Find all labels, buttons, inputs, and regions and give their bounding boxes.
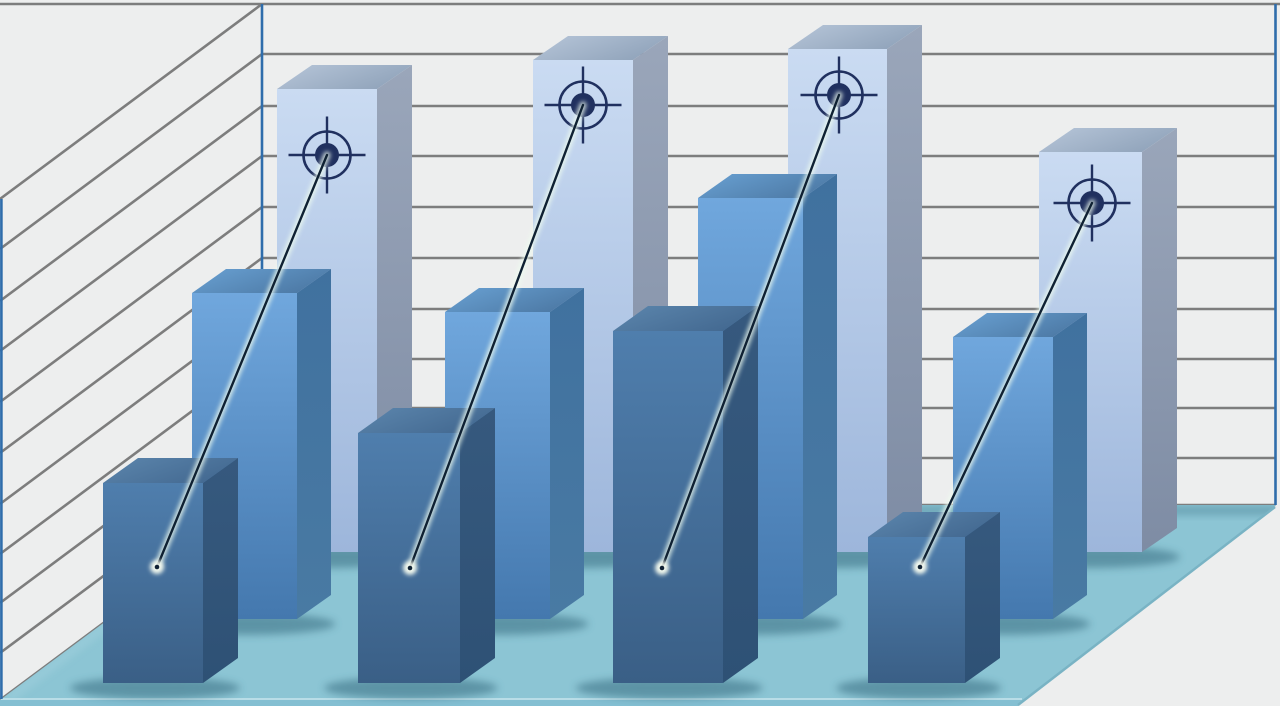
bar-side-face [550, 288, 584, 619]
bar-top-face [533, 36, 668, 60]
connector-core [155, 153, 329, 569]
bar-front-face [868, 537, 965, 683]
bar-side-face [297, 269, 331, 619]
bar-side-face [1053, 313, 1087, 619]
connector-line-1 [150, 151, 331, 574]
bar-top-face [445, 288, 584, 312]
floor-right-edge [1017, 506, 1276, 706]
left-wall-gridline [0, 154, 263, 353]
target-ring [814, 70, 864, 120]
left-wall-gridline [0, 52, 263, 251]
left-wall-gridline [0, 2, 263, 201]
target-ring [1067, 178, 1117, 228]
target-marker-2 [544, 66, 622, 144]
bar-top-face [868, 512, 1000, 537]
bar-side-face [803, 174, 837, 619]
bar-front-face [103, 483, 203, 683]
connector-endpoint-dot [917, 564, 923, 570]
connector-line-4 [913, 199, 1096, 574]
bar-top-face [277, 65, 412, 89]
bar-side-face [965, 512, 1000, 683]
floor-bottom-strip [0, 700, 1030, 706]
connector-core [660, 93, 841, 570]
target-ring [302, 130, 352, 180]
bar-side-face [887, 25, 922, 552]
bar-top-face [613, 306, 758, 331]
bar-top-face [192, 269, 331, 293]
connector-core [918, 201, 1094, 569]
bar-front-2 [358, 408, 495, 683]
bar-middle-1 [192, 269, 331, 619]
connector-endpoint-dot [154, 564, 160, 570]
bar-front-1 [103, 458, 238, 683]
bar-top-face [953, 313, 1087, 337]
left-wall-gridline [0, 104, 263, 303]
bar-front-face [613, 331, 723, 683]
connector-endpoint-dot [407, 565, 413, 571]
bar-side-face [1142, 128, 1177, 552]
bar-front-3 [613, 306, 758, 683]
target-ring [558, 80, 608, 130]
bar-top-face [1039, 128, 1177, 152]
bar-top-face [788, 25, 922, 49]
connector-core [408, 103, 585, 570]
bar-side-face [203, 458, 238, 683]
bar-side-face [723, 306, 758, 683]
bar-top-face [103, 458, 238, 483]
connector-line-3 [655, 91, 843, 575]
bar-side-face [460, 408, 495, 683]
left-wall-gridline [0, 205, 263, 404]
connector-endpoint-dot [659, 565, 665, 571]
connector-line-2 [403, 101, 587, 575]
